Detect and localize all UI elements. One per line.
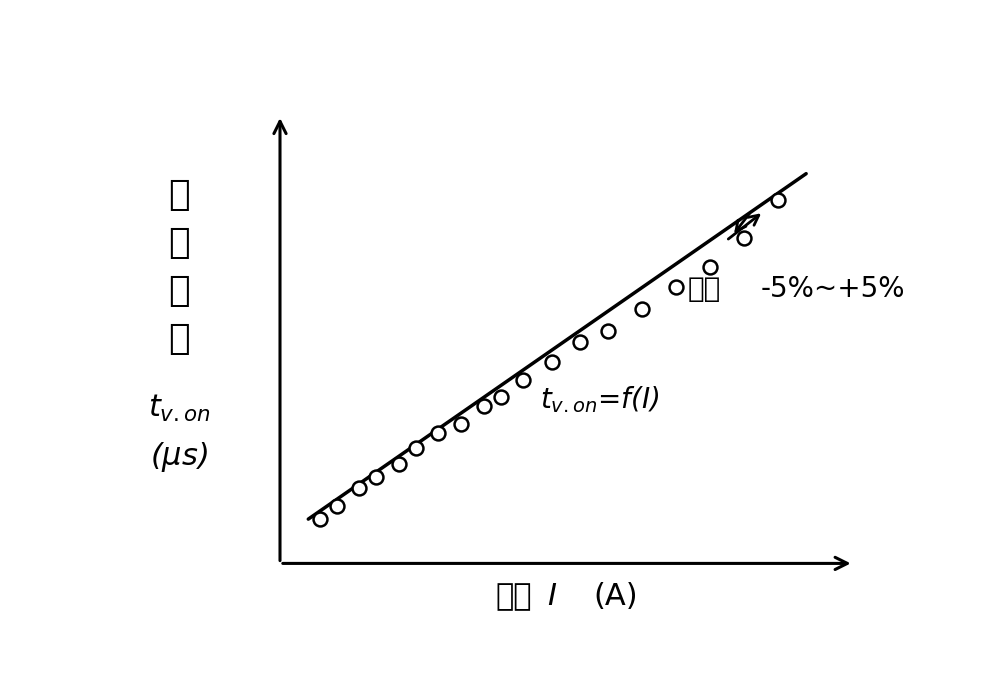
Text: $t_{v.on}$: $t_{v.on}$ — [148, 393, 211, 424]
Text: ($\mu$s): ($\mu$s) — [150, 439, 208, 474]
Text: $I$: $I$ — [547, 582, 558, 611]
Text: 开: 开 — [168, 178, 190, 212]
Text: (A): (A) — [594, 582, 639, 611]
Text: 时: 时 — [168, 274, 190, 308]
Text: 通: 通 — [168, 226, 190, 261]
Text: 电流: 电流 — [495, 582, 532, 611]
Text: -5%~+5%: -5%~+5% — [761, 275, 905, 303]
Text: 方差: 方差 — [687, 275, 721, 303]
Text: 间: 间 — [168, 322, 190, 356]
Text: $t_{v.on}$=$f$($I$): $t_{v.on}$=$f$($I$) — [540, 384, 660, 415]
